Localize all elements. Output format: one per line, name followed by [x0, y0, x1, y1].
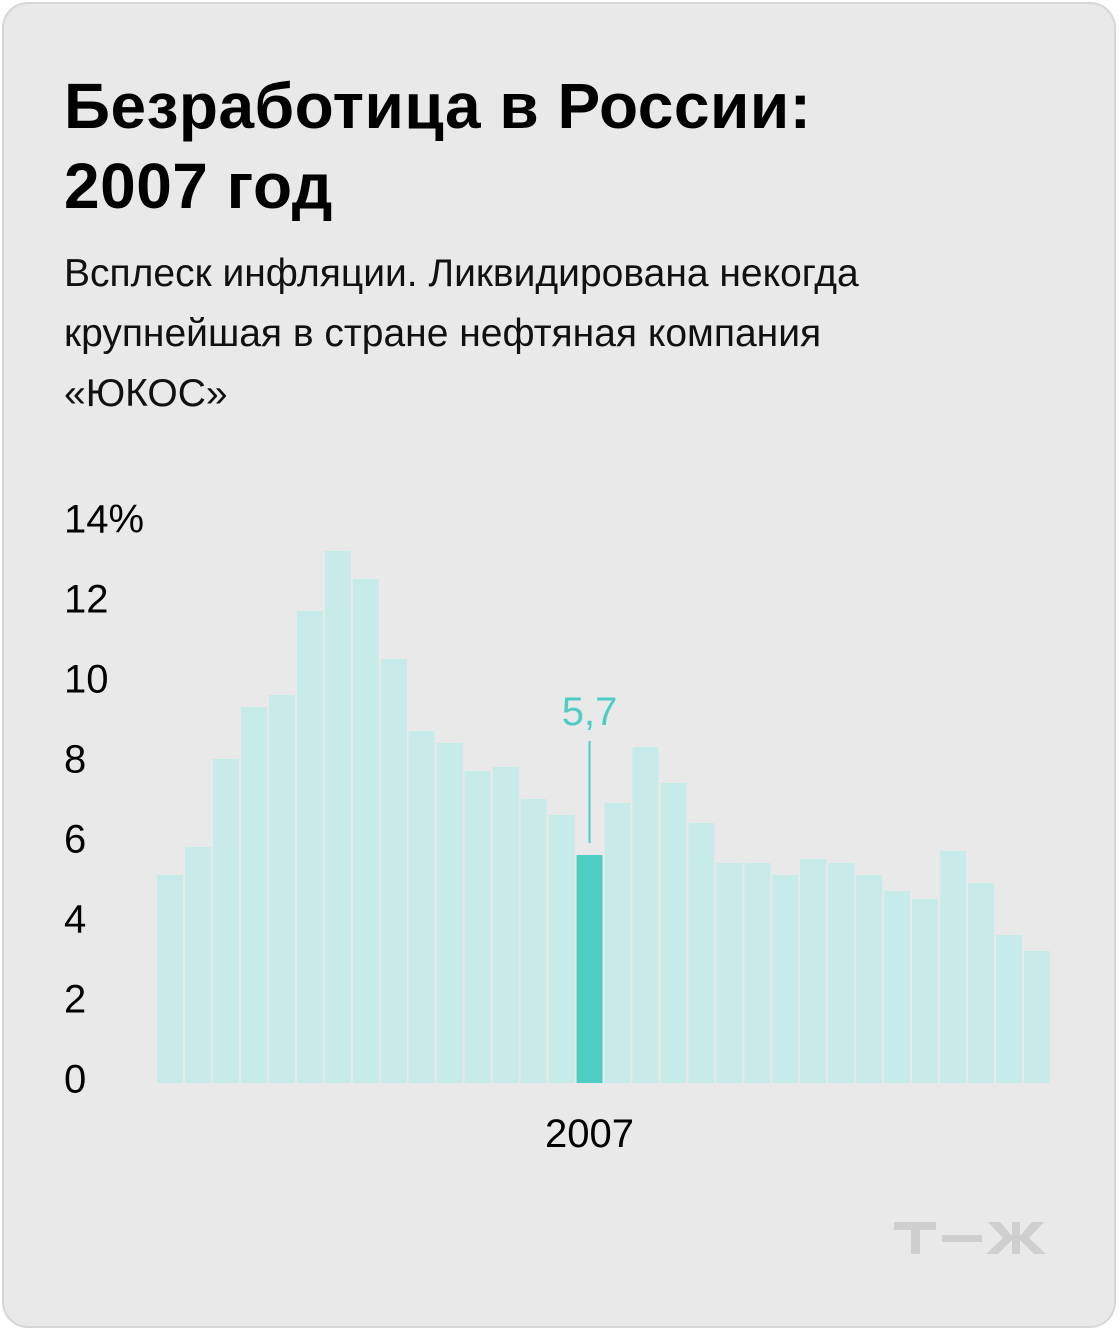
bar [660, 783, 687, 1083]
bar [772, 875, 799, 1083]
bar [380, 659, 407, 1083]
y-tick-label: 10 [64, 658, 109, 702]
bar [548, 815, 575, 1083]
chart-title: Безработица в России: 2007 год [64, 66, 1064, 226]
bar [744, 863, 771, 1083]
chart-subtitle: Всплеск инфляции. Ликвидирована некогда … [64, 244, 1074, 424]
chart-subtitle-line-1: Всплеск инфляции. Ликвидирована некогда [64, 252, 859, 295]
tzh-logo-icon [894, 1222, 1046, 1254]
bar [632, 747, 659, 1083]
y-tick-label: 4 [64, 898, 86, 942]
annotation-value-label: 5,7 [562, 690, 618, 734]
bar [520, 799, 547, 1083]
bar [912, 899, 939, 1083]
bar [408, 731, 435, 1083]
bar [352, 579, 379, 1083]
bar [968, 883, 995, 1083]
bar [464, 771, 491, 1083]
bar [324, 551, 351, 1083]
bar [240, 707, 267, 1083]
y-tick-label: 8 [64, 738, 86, 782]
bar [884, 891, 911, 1083]
y-tick-label: 0 [64, 1058, 86, 1102]
bar [856, 875, 883, 1083]
chart-title-line-1: Безработица в России: [64, 70, 812, 142]
y-tick-label: 12 [64, 578, 109, 622]
x-axis: 2007 [545, 1112, 634, 1156]
y-axis: 0 2 4 6 8 10 12 14% [64, 498, 144, 1102]
bar [436, 743, 463, 1083]
y-tick-label: 6 [64, 818, 86, 862]
bar [296, 611, 323, 1083]
bar-highlighted [576, 855, 603, 1083]
chart-subtitle-line-2: крупнейшая в стране нефтяная компания [64, 312, 822, 355]
x-axis-year-label: 2007 [545, 1112, 634, 1156]
bar [996, 935, 1023, 1083]
bar [800, 859, 827, 1083]
bar [157, 875, 183, 1083]
bars-group [157, 551, 1050, 1083]
y-tick-label: 2 [64, 978, 86, 1022]
bar [268, 695, 295, 1083]
chart-title-line-2: 2007 год [64, 150, 333, 222]
bar [212, 759, 239, 1083]
bar [688, 823, 715, 1083]
bar [716, 863, 743, 1083]
value-annotation: 5,7 [562, 690, 618, 843]
bar [492, 767, 519, 1083]
bar [828, 863, 855, 1083]
bar [1024, 951, 1050, 1083]
y-tick-label: 14% [64, 498, 144, 542]
bar [184, 847, 211, 1083]
bar [940, 851, 967, 1083]
chart-subtitle-line-3: «ЮКОС» [64, 372, 228, 415]
bar [604, 803, 631, 1083]
